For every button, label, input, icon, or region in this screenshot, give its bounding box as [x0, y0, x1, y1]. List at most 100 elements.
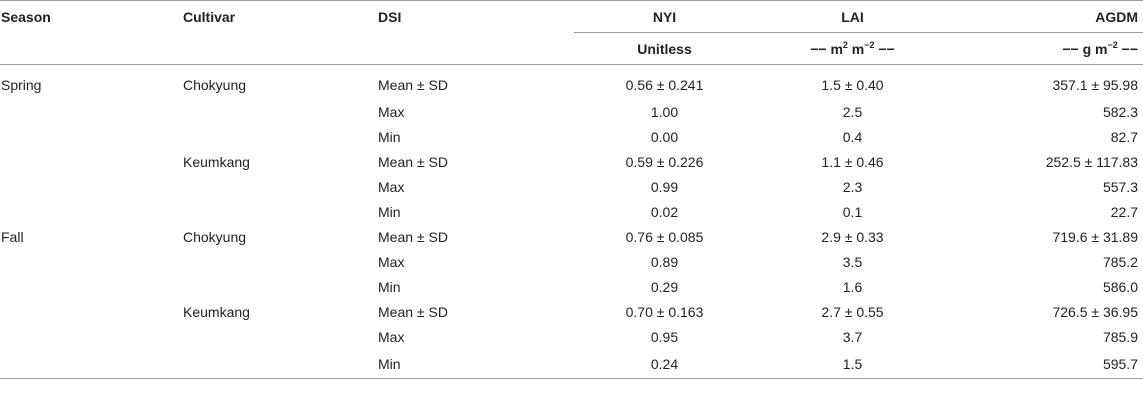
- unit-lai-suffix: −−: [874, 40, 895, 57]
- cell-nyi: 0.00: [650, 129, 679, 145]
- cell-nyi: 0.95: [650, 329, 679, 345]
- cell-agdm: 357.1 ± 95.98: [950, 64, 1143, 100]
- cell-cultivar: Chokyung: [183, 229, 247, 245]
- cell-season: [0, 300, 176, 325]
- unit-lai-sup1: 2: [842, 39, 848, 50]
- cell-season: [0, 125, 176, 150]
- cell-agdm: 252.5 ± 117.83: [1045, 154, 1138, 170]
- cell-nyi: 0.24: [574, 349, 755, 379]
- table-body: Spring Chokyung Mean ± SD 0.56 ± 0.241 1.5 ±…: [0, 64, 1143, 379]
- cell-agdm: 726.5 ± 36.95: [1052, 304, 1138, 320]
- cell-lai: 3.7: [842, 329, 863, 345]
- unit-lai-mid: m: [847, 40, 865, 57]
- cell-lai: 2.9 ± 0.33: [821, 229, 884, 245]
- header-agdm: AGDM: [950, 0, 1143, 33]
- cell-season: [0, 100, 176, 125]
- unit-nyi: Unitless: [574, 32, 755, 65]
- unit-agdm-suffix: −−: [1117, 40, 1138, 57]
- cell-nyi: 0.59 ± 0.226: [625, 154, 704, 170]
- table-header: Season Cultivar DSI NYI LAI AGDM Unitles…: [0, 0, 1143, 65]
- table-row: Min 0.29 1.6 586.0: [0, 275, 1143, 300]
- cell-lai: 1.1 ± 0.46: [821, 154, 884, 170]
- header-nyi: NYI: [574, 0, 755, 33]
- cell-nyi: 0.89: [650, 254, 679, 270]
- cell-cultivar: [176, 200, 378, 225]
- cell-dsi: Max: [378, 254, 405, 270]
- cell-dsi: Mean ± SD: [378, 154, 448, 170]
- header-season: Season: [0, 0, 176, 33]
- cell-lai: 2.7 ± 0.55: [821, 304, 884, 320]
- cell-cultivar: Keumkang: [183, 154, 250, 170]
- cell-dsi: Min: [378, 129, 401, 145]
- cell-nyi: 0.99: [650, 179, 679, 195]
- cell-lai: 1.5 ± 0.40: [755, 64, 950, 100]
- table-row: Max 0.99 2.3 557.3: [0, 175, 1143, 200]
- cell-nyi: 0.02: [650, 204, 679, 220]
- unit-lai-prefix: −− m: [810, 40, 843, 57]
- cell-cultivar: [176, 250, 378, 275]
- cell-lai: 3.5: [842, 254, 863, 270]
- cell-agdm: 785.9: [1102, 329, 1138, 345]
- header-row: Season Cultivar DSI NYI LAI AGDM: [0, 0, 1143, 33]
- cell-agdm: 22.7: [1110, 204, 1138, 220]
- cell-season: Fall: [1, 229, 24, 245]
- cell-nyi: 0.70 ± 0.163: [625, 304, 704, 320]
- table-row: Max 1.00 2.5 582.3: [0, 100, 1143, 125]
- cell-dsi: Min: [378, 349, 574, 379]
- cell-agdm: 586.0: [1102, 279, 1138, 295]
- table-row: Min 0.24 1.5 595.7: [0, 349, 1143, 379]
- cell-agdm: 719.6 ± 31.89: [1052, 229, 1138, 245]
- cell-cultivar: [176, 175, 378, 200]
- cell-season: [0, 250, 176, 275]
- units-empty-season: [0, 33, 176, 65]
- cell-dsi: Mean ± SD: [378, 229, 448, 245]
- cell-agdm: 785.2: [1102, 254, 1138, 270]
- cell-season: [0, 175, 176, 200]
- cell-agdm: 595.7: [950, 349, 1143, 379]
- cell-lai: 2.3: [842, 179, 863, 195]
- cell-dsi: Max: [378, 104, 405, 120]
- units-empty-dsi: [378, 33, 574, 65]
- cell-lai: 2.5: [842, 104, 863, 120]
- cell-dsi: Max: [378, 329, 405, 345]
- cell-cultivar: [176, 325, 378, 350]
- table-row: Keumkang Mean ± SD 0.70 ± 0.163 2.7 ± 0.55 7…: [0, 300, 1143, 325]
- table-row: Spring Chokyung Mean ± SD 0.56 ± 0.241 1.5 ±…: [0, 64, 1143, 100]
- cell-nyi: 1.00: [650, 104, 679, 120]
- cell-nyi: 0.29: [650, 279, 679, 295]
- cell-cultivar: Keumkang: [183, 304, 250, 320]
- cell-lai: 0.1: [842, 204, 863, 220]
- cell-season: Spring: [0, 64, 176, 100]
- cell-agdm: 557.3: [1102, 179, 1138, 195]
- cell-cultivar: [176, 275, 378, 300]
- cell-season: [0, 349, 176, 379]
- cell-cultivar: Chokyung: [176, 64, 378, 100]
- unit-lai-sup2: −2: [864, 39, 875, 50]
- units-row: Unitless −− m2 m−2 −− −− g m −2 −−: [0, 32, 1143, 65]
- cell-season: [0, 275, 176, 300]
- cell-season: [0, 150, 176, 175]
- cell-dsi: Mean ± SD: [378, 304, 448, 320]
- cell-lai: 0.4: [842, 129, 863, 145]
- cell-dsi: Max: [378, 179, 405, 195]
- table-row: Keumkang Mean ± SD 0.59 ± 0.226 1.1 ± 0.46 2…: [0, 150, 1143, 175]
- table-row: Min 0.00 0.4 82.7: [0, 125, 1143, 150]
- header-lai: LAI: [755, 0, 950, 33]
- cell-lai: 1.6: [842, 279, 863, 295]
- cell-dsi: Min: [378, 279, 401, 295]
- table-row: Fall Chokyung Mean ± SD 0.76 ± 0.085 2.9 ± 0…: [0, 225, 1143, 250]
- data-table: Season Cultivar DSI NYI LAI AGDM Unitles…: [0, 0, 1143, 379]
- unit-lai: −− m2 m−2 −−: [755, 32, 950, 65]
- table-row: Min 0.02 0.1 22.7: [0, 200, 1143, 225]
- cell-dsi: Mean ± SD: [378, 64, 574, 100]
- cell-agdm: 582.3: [1102, 104, 1138, 120]
- table-row: Max 0.89 3.5 785.2: [0, 250, 1143, 275]
- cell-cultivar: [176, 100, 378, 125]
- unit-agdm-prefix: −− g m: [1062, 40, 1108, 57]
- header-cultivar: Cultivar: [176, 0, 378, 33]
- cell-dsi: Min: [378, 204, 401, 220]
- cell-agdm: 82.7: [1110, 129, 1138, 145]
- cell-cultivar: [176, 349, 378, 379]
- cell-cultivar: [176, 125, 378, 150]
